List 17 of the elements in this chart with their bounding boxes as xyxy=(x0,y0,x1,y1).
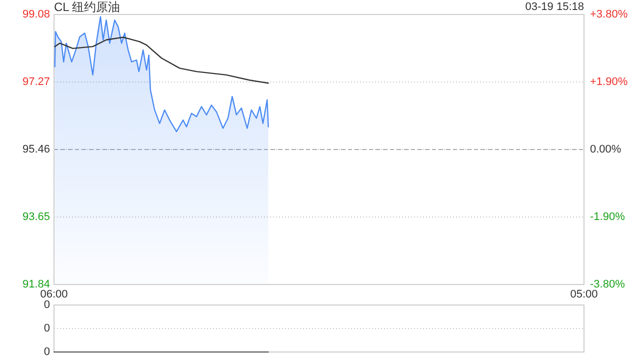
y-tick-label: 95.46 xyxy=(22,144,50,156)
chart-title: CL 纽约原油 xyxy=(54,0,120,14)
y2-tick-label: -3.80% xyxy=(590,278,626,290)
y-tick-label: 0 xyxy=(44,299,50,311)
y-tick-label: 99.08 xyxy=(22,8,50,20)
y-tick-label: 0 xyxy=(44,322,50,334)
y-tick-label: 97.27 xyxy=(22,76,50,88)
x-tick-label: 06:00 xyxy=(40,288,68,300)
x-tick-label: 05:00 xyxy=(570,288,598,300)
y2-tick-label: +1.90% xyxy=(590,76,628,88)
y-tick-label: 0 xyxy=(44,346,50,358)
y2-tick-label: 0.00% xyxy=(590,144,622,156)
y-tick-label: 91.84 xyxy=(22,278,50,290)
y-tick-label: 93.65 xyxy=(22,211,50,223)
y2-tick-label: +3.80% xyxy=(590,8,628,20)
y2-tick-label: -1.90% xyxy=(590,211,626,223)
text: 03-19 15:18 xyxy=(525,1,584,13)
